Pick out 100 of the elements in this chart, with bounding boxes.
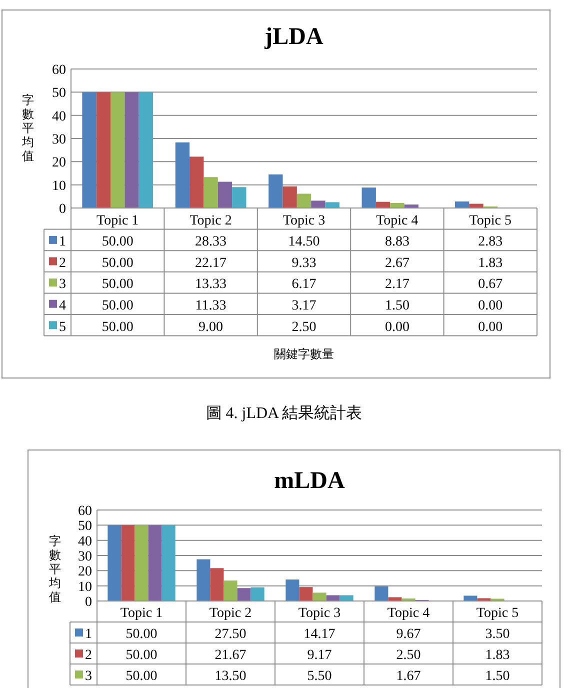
- data-label: 14.17: [304, 627, 336, 642]
- data-label: 6.17: [292, 277, 316, 292]
- data-label: 1.50: [384, 298, 410, 314]
- x-tick-label: Topic 2: [190, 213, 232, 228]
- data-label: 50.00: [126, 669, 158, 684]
- data-label: 13.33: [195, 277, 227, 292]
- data-label: 9.17: [307, 648, 332, 663]
- chart-title: jLDA: [264, 24, 324, 50]
- y-tick-label: 0: [59, 202, 66, 217]
- data-label: 2.17: [384, 277, 410, 292]
- legend-label: 4: [59, 298, 66, 314]
- bar: [374, 586, 388, 601]
- data-label: 8.83: [384, 234, 410, 250]
- y-tick-label: 10: [52, 178, 66, 194]
- bar: [464, 596, 478, 601]
- y-tick-label: 50: [52, 86, 66, 102]
- bar: [124, 92, 139, 208]
- bar: [311, 200, 326, 208]
- chart-title: mLDA: [274, 468, 346, 494]
- bar: [325, 202, 340, 208]
- bar: [110, 92, 125, 208]
- legend-label: 2: [85, 648, 92, 663]
- bar: [340, 595, 354, 601]
- data-label: 14.50: [288, 234, 320, 250]
- legend-label: 3: [59, 277, 66, 292]
- bar: [148, 525, 162, 601]
- data-label: 50.00: [102, 277, 134, 292]
- data-label: 50.00: [102, 298, 134, 314]
- legend-label: 1: [85, 627, 92, 642]
- data-label: 1.83: [478, 256, 503, 271]
- data-label: 5.50: [307, 669, 332, 684]
- bar: [286, 580, 300, 601]
- y-tick-label: 30: [52, 132, 66, 148]
- data-label: 9.67: [396, 627, 421, 642]
- data-label: 50.00: [126, 648, 158, 663]
- bar: [282, 186, 297, 208]
- x-tick-label: Topic 1: [120, 606, 163, 621]
- y-axis-title: 字數平均值: [21, 93, 34, 163]
- data-label: 50.00: [126, 627, 158, 642]
- bar: [390, 202, 404, 208]
- bar: [237, 588, 251, 601]
- y-tick-label: 60: [78, 504, 92, 519]
- x-tick-label: Topic 3: [282, 213, 326, 228]
- bar: [388, 597, 402, 601]
- data-label: 1.67: [396, 669, 421, 684]
- data-label: 2.50: [396, 648, 421, 663]
- data-label: 21.67: [214, 648, 246, 663]
- y-tick-label: 40: [78, 534, 92, 550]
- bar: [268, 174, 283, 208]
- data-label: 1.83: [485, 648, 510, 663]
- y-tick-label: 0: [85, 595, 92, 610]
- data-label: 50.00: [102, 256, 134, 271]
- data-label: 11.33: [195, 298, 226, 314]
- bar: [108, 525, 122, 601]
- x-tick-label: Topic 1: [96, 213, 139, 228]
- y-tick-label: 20: [78, 564, 92, 580]
- bar: [204, 177, 218, 208]
- data-label: 0.00: [384, 320, 410, 335]
- x-tick-label: Topic 2: [209, 606, 252, 621]
- bar: [232, 187, 246, 208]
- x-tick-label: Topic 5: [469, 213, 512, 228]
- bar: [477, 598, 491, 601]
- data-label: 13.50: [214, 669, 246, 684]
- data-label: 9.00: [198, 320, 224, 335]
- data-label: 28.33: [195, 234, 227, 250]
- y-tick-label: 60: [52, 63, 66, 78]
- y-axis-title: 字數平均值: [48, 534, 61, 604]
- bar: [326, 595, 340, 601]
- x-axis-title: 關鍵字數量: [274, 346, 334, 361]
- bar: [196, 559, 210, 601]
- data-label: 0.67: [478, 277, 503, 292]
- bar: [82, 92, 96, 208]
- bar: [190, 156, 204, 208]
- bar: [210, 568, 224, 601]
- bar: [121, 525, 135, 601]
- data-label: 2.67: [384, 256, 410, 271]
- bar: [162, 525, 176, 601]
- bar: [134, 525, 148, 601]
- x-tick-label: Topic 4: [387, 606, 430, 621]
- data-label: 22.17: [195, 256, 227, 271]
- bar: [138, 92, 154, 208]
- data-label: 0.00: [478, 320, 503, 335]
- legend-label: 3: [85, 669, 92, 684]
- bar: [454, 201, 470, 208]
- y-tick-label: 50: [78, 519, 92, 534]
- data-label: 3.17: [292, 298, 316, 314]
- bar: [296, 194, 312, 208]
- data-label: 2.83: [478, 234, 503, 250]
- data-label: 9.33: [292, 256, 316, 271]
- bar: [224, 580, 238, 601]
- legend-label: 2: [59, 256, 66, 271]
- legend-label: 1: [59, 234, 66, 250]
- data-label: 27.50: [214, 627, 246, 642]
- y-tick-label: 40: [52, 109, 66, 124]
- bar: [250, 587, 264, 601]
- bar: [175, 142, 190, 208]
- y-tick-label: 30: [78, 550, 92, 564]
- x-tick-label: Topic 4: [376, 213, 418, 228]
- caption: 圖 4. jLDA 結果統計表: [206, 404, 362, 422]
- data-label: 2.50: [292, 320, 316, 335]
